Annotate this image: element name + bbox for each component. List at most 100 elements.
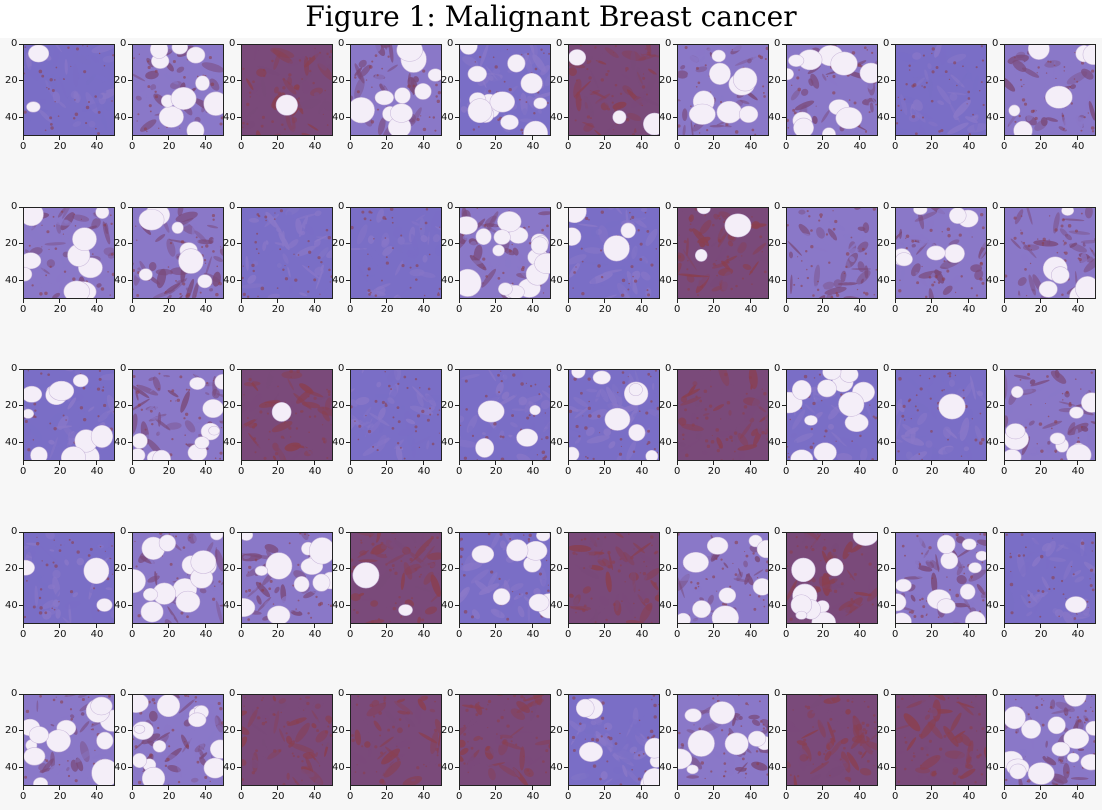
histology-tile xyxy=(23,532,115,624)
x-tick xyxy=(423,461,425,465)
y-tick xyxy=(455,767,459,769)
y-tick xyxy=(237,206,241,208)
x-tick xyxy=(750,461,752,465)
y-tick xyxy=(782,206,786,208)
y-tick xyxy=(237,767,241,769)
y-tick-label: 40 xyxy=(223,436,236,448)
x-tick-label: 20 xyxy=(707,304,721,315)
x-tick-label: 40 xyxy=(853,629,867,640)
y-tick-label: 40 xyxy=(550,274,563,286)
x-tick xyxy=(168,461,170,465)
x-tick xyxy=(423,299,425,303)
x-tick-label: 20 xyxy=(380,304,394,315)
histology-tile xyxy=(350,44,442,136)
y-tick-label: 40 xyxy=(986,111,999,123)
x-tick-label: 40 xyxy=(199,629,213,640)
x-tick xyxy=(894,624,896,628)
y-tick-label: 20 xyxy=(114,74,127,86)
figure-title: Figure 1: Malignant Breast cancer xyxy=(305,0,797,33)
y-tick-label: 20 xyxy=(877,724,890,736)
x-tick xyxy=(567,299,569,303)
x-tick-label: 0 xyxy=(565,466,572,477)
y-tick xyxy=(19,568,23,570)
x-tick xyxy=(349,136,351,140)
x-tick xyxy=(205,299,207,303)
y-tick xyxy=(673,280,677,282)
x-tick xyxy=(423,624,425,628)
y-tick xyxy=(346,206,350,208)
y-tick xyxy=(19,243,23,245)
x-tick-label: 40 xyxy=(199,466,213,477)
histology-tile xyxy=(568,694,660,786)
y-tick-label: 20 xyxy=(768,237,781,249)
x-tick xyxy=(277,136,279,140)
histology-tile xyxy=(786,532,878,624)
x-tick-label: 20 xyxy=(271,791,285,802)
y-tick-label: 40 xyxy=(441,436,454,448)
x-tick-label: 0 xyxy=(674,629,681,640)
y-tick xyxy=(1000,568,1004,570)
y-tick xyxy=(673,206,677,208)
y-tick xyxy=(346,405,350,407)
y-tick-label: 40 xyxy=(550,436,563,448)
x-tick xyxy=(131,299,133,303)
histology-tile xyxy=(786,44,878,136)
x-tick xyxy=(59,299,61,303)
y-tick-label: 20 xyxy=(986,237,999,249)
y-tick xyxy=(128,442,132,444)
x-tick xyxy=(386,299,388,303)
y-tick xyxy=(237,442,241,444)
x-tick xyxy=(1003,461,1005,465)
x-tick xyxy=(1040,624,1042,628)
x-tick-label: 40 xyxy=(853,304,867,315)
x-tick-label: 40 xyxy=(308,629,322,640)
x-tick-label: 20 xyxy=(53,629,67,640)
x-tick-label: 20 xyxy=(816,466,830,477)
y-tick xyxy=(128,405,132,407)
y-tick-label: 20 xyxy=(223,74,236,86)
x-tick xyxy=(713,624,715,628)
histology-tile xyxy=(241,694,333,786)
y-tick-label: 20 xyxy=(877,237,890,249)
y-tick-label: 0 xyxy=(556,201,563,212)
x-tick xyxy=(1077,786,1079,790)
x-tick-label: 20 xyxy=(380,466,394,477)
x-tick xyxy=(1077,136,1079,140)
y-tick xyxy=(237,730,241,732)
x-tick xyxy=(168,136,170,140)
y-tick-label: 40 xyxy=(659,599,672,611)
y-tick xyxy=(346,243,350,245)
histology-tile xyxy=(350,532,442,624)
x-tick xyxy=(168,299,170,303)
y-tick xyxy=(346,568,350,570)
y-tick xyxy=(19,405,23,407)
y-tick-label: 20 xyxy=(441,399,454,411)
histology-tile xyxy=(677,369,769,461)
y-tick xyxy=(1000,442,1004,444)
x-tick xyxy=(1040,461,1042,465)
x-tick-label: 0 xyxy=(892,791,899,802)
x-tick xyxy=(314,299,316,303)
x-tick-label: 20 xyxy=(53,141,67,152)
y-tick-label: 20 xyxy=(114,237,127,249)
y-tick-label: 0 xyxy=(447,363,454,374)
x-tick xyxy=(423,136,425,140)
x-tick xyxy=(131,786,133,790)
x-tick-label: 20 xyxy=(1034,141,1048,152)
y-tick-label: 40 xyxy=(659,274,672,286)
y-tick-label: 0 xyxy=(338,363,345,374)
histology-tile xyxy=(1004,369,1096,461)
y-tick-label: 40 xyxy=(550,111,563,123)
x-tick xyxy=(785,624,787,628)
x-tick-label: 0 xyxy=(20,304,27,315)
y-tick-label: 20 xyxy=(659,724,672,736)
x-tick-label: 40 xyxy=(90,304,104,315)
x-tick xyxy=(314,786,316,790)
x-tick-label: 20 xyxy=(271,141,285,152)
histology-tile xyxy=(1004,44,1096,136)
x-tick-label: 0 xyxy=(1001,141,1008,152)
y-tick xyxy=(673,531,677,533)
y-tick-label: 40 xyxy=(332,111,345,123)
x-tick xyxy=(894,299,896,303)
